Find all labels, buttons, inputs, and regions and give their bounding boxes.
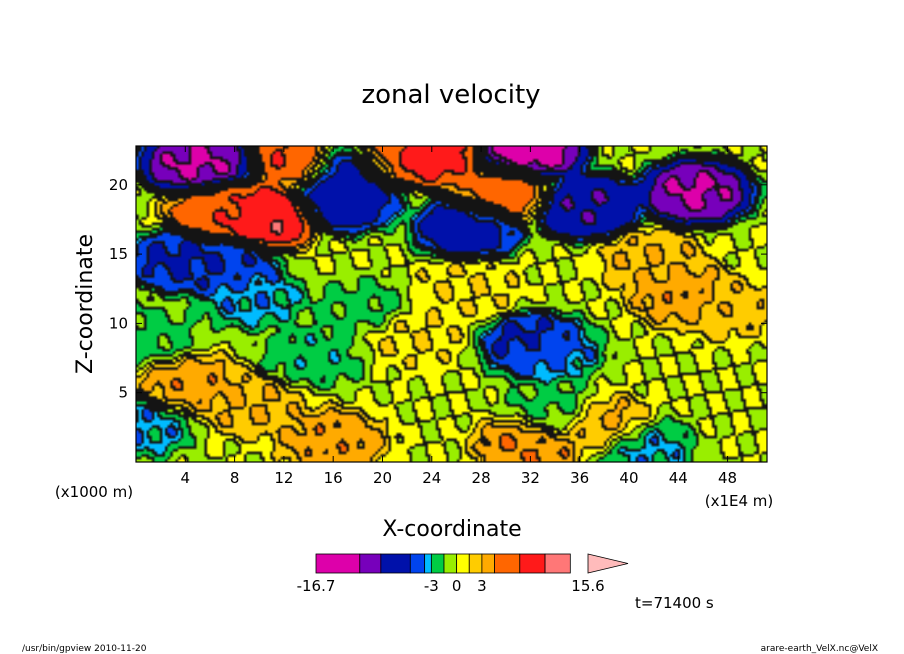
- colorbar-segment: [424, 553, 432, 574]
- velocity-field: [136, 146, 767, 462]
- y-axis-ticks: 5 10 15 20: [109, 176, 767, 402]
- colorbar-tick-label: -16.7: [297, 577, 336, 595]
- colorbar-tick-label: -3: [424, 577, 439, 595]
- plot-frame: [135, 145, 768, 463]
- colorbar-segment: [456, 553, 470, 574]
- x-tick-label: 36: [570, 469, 589, 487]
- y-unit-label: (x1000 m): [55, 483, 133, 501]
- footer-left: /usr/bin/gpview 2010-11-20: [22, 644, 147, 654]
- x-axis-label: X-coordinate: [382, 517, 521, 542]
- time-label: t=71400 s: [635, 594, 714, 612]
- colorbar-tick-label: 15.6: [571, 577, 604, 595]
- chart-title: zonal velocity: [361, 80, 540, 110]
- colorbar-segment: [380, 553, 411, 574]
- x-tick-label: 20: [373, 469, 392, 487]
- x-tick-label: 28: [472, 469, 491, 487]
- x-unit-label: (x1E4 m): [705, 492, 774, 510]
- x-tick-label: 40: [619, 469, 638, 487]
- x-tick-label: 12: [274, 469, 293, 487]
- colorbar-segment: [494, 553, 521, 574]
- colorbar-labels: -16.7 -3 0 3 15.6: [297, 577, 605, 595]
- y-tick-label: 10: [109, 314, 128, 332]
- colorbar-segment: [359, 553, 382, 574]
- x-tick-label: 44: [669, 469, 688, 487]
- y-tick-label: 20: [109, 176, 128, 194]
- colorbar-segment: [481, 553, 495, 574]
- colorbar-segment: [430, 553, 445, 574]
- y-axis-label: Z-coordinate: [73, 234, 98, 374]
- x-tick-label: 8: [230, 469, 240, 487]
- footer-right: arare-earth_VelX.nc@VelX: [761, 644, 878, 654]
- colorbar-segment: [519, 553, 546, 574]
- colorbar-segment: [315, 553, 361, 574]
- x-tick-label: 48: [718, 469, 737, 487]
- x-tick-label: 4: [181, 469, 191, 487]
- y-tick-label: 15: [109, 245, 128, 263]
- colorbar-extension-arrow: [587, 553, 629, 574]
- colorbar: [315, 553, 629, 574]
- x-tick-label: 32: [521, 469, 540, 487]
- colorbar-segment: [544, 553, 571, 574]
- x-tick-label: 24: [422, 469, 441, 487]
- y-tick-label: 5: [118, 384, 128, 402]
- colorbar-tick-label: 3: [477, 577, 487, 595]
- colorbar-tick-label: 0: [452, 577, 462, 595]
- x-axis-ticks: 4 8 12 16 20 24 28 32 36 40 44 48: [181, 146, 737, 487]
- colorbar-segment: [409, 553, 426, 574]
- colorbar-segment: [468, 553, 483, 574]
- x-tick-label: 16: [324, 469, 343, 487]
- colorbar-segment: [443, 553, 458, 574]
